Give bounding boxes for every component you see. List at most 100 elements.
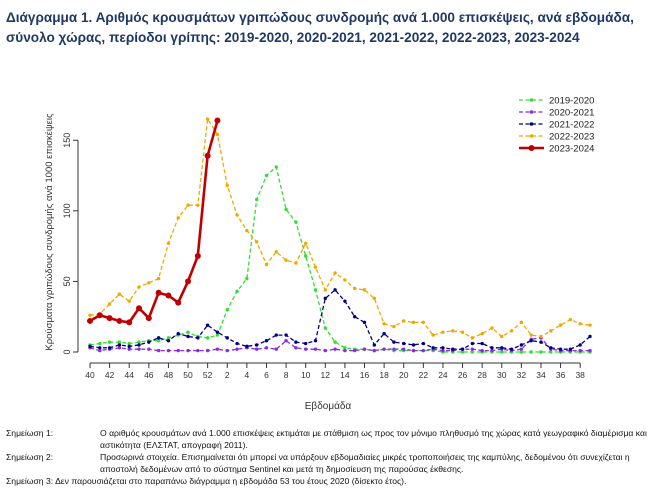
data-point-2021-2022	[323, 296, 327, 301]
data-point-2020-2021	[343, 348, 347, 353]
x-tick-label: 4	[244, 370, 249, 380]
data-point-2019-2020	[333, 340, 337, 344]
data-point-2021-2022	[578, 343, 582, 347]
data-point-2020-2021	[323, 348, 327, 353]
data-point-2022-2023	[529, 333, 533, 337]
data-point-2022-2023	[215, 132, 220, 137]
x-tick-label: 46	[144, 370, 154, 380]
data-point-2020-2021	[225, 348, 229, 353]
x-tick-label: 12	[321, 370, 331, 380]
data-point-2023-2024	[145, 315, 152, 322]
data-point-2021-2022	[588, 334, 592, 339]
x-tick-label: 6	[264, 370, 269, 380]
data-point-2021-2022	[549, 346, 553, 350]
data-point-2019-2020	[186, 330, 190, 334]
data-point-2019-2020	[156, 339, 161, 343]
legend-swatch-marker	[528, 145, 535, 151]
data-point-2022-2023	[539, 334, 543, 339]
data-point-2022-2023	[264, 262, 269, 267]
data-point-2023-2024	[194, 253, 201, 259]
legend-entry-label: 2021-2022	[549, 120, 594, 131]
data-point-2022-2023	[509, 329, 514, 333]
data-point-2021-2022	[313, 339, 318, 343]
x-tick-label: 48	[164, 370, 174, 380]
x-tick-label: 30	[497, 370, 507, 380]
data-point-2020-2021	[519, 347, 524, 351]
data-point-2020-2021	[264, 346, 269, 350]
data-point-2019-2020	[529, 350, 533, 354]
data-point-2020-2021	[588, 348, 592, 353]
data-point-2022-2023	[313, 265, 318, 269]
data-point-2020-2021	[490, 348, 494, 353]
data-point-2021-2022	[411, 343, 416, 347]
data-point-2022-2023	[196, 203, 200, 207]
data-point-2021-2022	[107, 346, 112, 350]
data-point-2021-2022	[127, 344, 131, 349]
footnote-2-text: Προσωρινά στοιχεία. Επισημαίνεται ότι μπ…	[100, 452, 630, 474]
data-point-2023-2024	[136, 305, 143, 312]
data-point-2021-2022	[156, 336, 161, 340]
x-tick-label: 22	[419, 370, 429, 380]
y-tick-label: 100	[62, 203, 72, 218]
data-point-2022-2023	[225, 183, 229, 188]
data-point-2021-2022	[225, 336, 229, 340]
data-point-2021-2022	[117, 343, 122, 347]
data-point-2020-2021	[205, 348, 210, 353]
data-point-2020-2021	[196, 348, 200, 353]
legend-entry-label: 2019-2020	[549, 96, 594, 107]
data-point-2021-2022	[529, 339, 533, 343]
data-point-2021-2022	[539, 340, 543, 344]
data-point-2023-2024	[87, 317, 93, 324]
data-point-2020-2021	[392, 347, 396, 351]
data-point-2021-2022	[421, 341, 426, 346]
data-point-2021-2022	[196, 336, 200, 340]
data-point-2021-2022	[284, 333, 288, 337]
data-point-2019-2020	[127, 341, 131, 346]
data-point-2020-2021	[411, 348, 416, 353]
data-point-2020-2021	[137, 347, 141, 351]
data-point-2021-2022	[509, 347, 514, 351]
chart-axes: 0 50 100 150 Κρούσματα γριπώδους συνδρομής α…	[44, 113, 585, 412]
data-point-2021-2022	[490, 346, 494, 350]
data-point-2020-2021	[176, 348, 180, 353]
x-tick-label: 24	[438, 370, 448, 380]
data-point-2022-2023	[411, 320, 416, 325]
data-point-2022-2023	[176, 216, 180, 220]
x-tick-label: 44	[124, 370, 134, 380]
data-point-2021-2022	[558, 347, 563, 351]
footnote-3: Σημείωση 3: Δεν παρουσιάζεται στο παραπά…	[6, 476, 656, 488]
legend-swatch-marker	[529, 98, 534, 102]
data-point-2022-2023	[274, 250, 278, 254]
footnote-2-label: Σημείωση 2:	[6, 452, 54, 463]
data-point-2021-2022	[166, 339, 171, 343]
footnote-1-label: Σημείωση 1:	[6, 428, 54, 438]
data-point-2022-2023	[441, 330, 445, 334]
data-point-2022-2023	[588, 323, 592, 327]
data-point-2020-2021	[362, 347, 367, 351]
x-tick-label: 18	[379, 370, 389, 380]
footnotes: Σημείωση 1: Ο αριθμός κρουσμάτων ανά 1.0…	[6, 428, 656, 489]
data-point-2021-2022	[98, 346, 102, 350]
data-point-2019-2020	[215, 333, 220, 337]
data-point-2019-2020	[166, 336, 171, 340]
data-point-2023-2024	[214, 117, 221, 124]
data-point-2022-2023	[88, 313, 92, 317]
data-point-2019-2020	[254, 197, 259, 202]
data-point-2022-2023	[519, 320, 524, 325]
x-axis-title: Εβδομάδα	[305, 400, 352, 412]
data-point-2020-2021	[402, 347, 406, 351]
data-point-2023-2024	[175, 299, 182, 306]
data-point-2021-2022	[303, 341, 308, 346]
data-point-2019-2020	[264, 173, 269, 178]
data-point-2019-2020	[205, 336, 210, 340]
x-tick-label: 14	[340, 370, 350, 380]
x-tick-label: 2	[225, 370, 230, 380]
legend-entry-label: 2020-2021	[549, 108, 594, 119]
data-point-2020-2021	[274, 347, 278, 351]
x-tick-label: 40	[85, 370, 95, 380]
data-point-2021-2022	[470, 341, 475, 346]
data-point-2022-2023	[245, 228, 249, 233]
data-point-2022-2023	[117, 292, 122, 296]
data-point-2020-2021	[284, 339, 288, 343]
data-point-2020-2021	[441, 348, 445, 353]
